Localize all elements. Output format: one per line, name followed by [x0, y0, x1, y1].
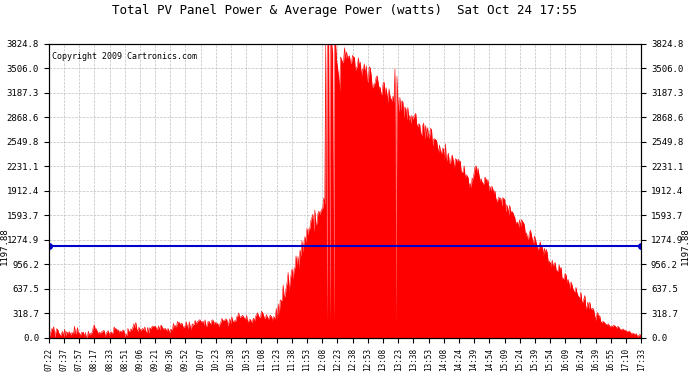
- Text: Copyright 2009 Cartronics.com: Copyright 2009 Cartronics.com: [52, 53, 197, 62]
- Text: 1197.88: 1197.88: [0, 227, 9, 265]
- Text: 1197.88: 1197.88: [681, 227, 690, 265]
- Text: Total PV Panel Power & Average Power (watts)  Sat Oct 24 17:55: Total PV Panel Power & Average Power (wa…: [112, 4, 578, 17]
